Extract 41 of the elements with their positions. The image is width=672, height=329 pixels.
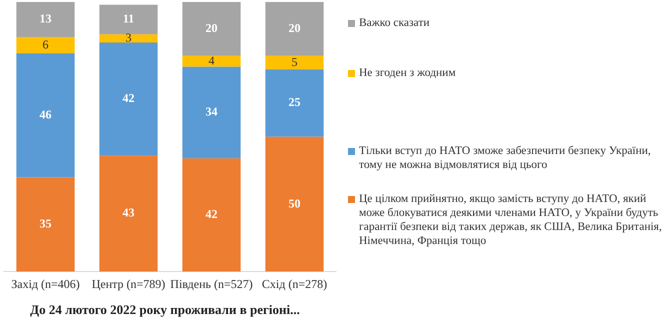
bar [265,69,324,137]
data-label: 11 [122,12,134,26]
bar [265,136,324,272]
bar [99,42,158,156]
bar [182,66,241,158]
bar [182,56,241,67]
data-label: 34 [206,104,218,119]
bar [99,156,158,272]
data-label: 25 [288,95,300,110]
data-label: 13 [40,12,52,26]
data-label: 5 [292,54,298,69]
data-label: 3 [126,30,132,45]
data-label: 20 [288,21,300,36]
bar [99,4,158,34]
x-tick-label: Південь (n=527) [170,276,253,291]
data-label: 20 [206,21,218,36]
bar [182,158,241,272]
bar [16,37,75,54]
legend-label: Це цілком прийнятно, якщо замість вступу до НАТО, який може блокуватися деякими членами НАТО, у України будуть гарантії безпеки від таких держав, як США, Велика Британія, Німеччина, Франція тощо [359,192,663,248]
bar [265,2,324,56]
bar [265,56,324,70]
bar [16,53,75,178]
data-label: 6 [42,37,48,52]
legend-label: Важко сказати [359,16,430,30]
x-tick-label: Захід (n=406) [11,276,80,291]
x-axis-title: До 24 лютого 2022 року проживали в регіоні... [29,302,301,318]
data-label: 46 [40,107,52,122]
data-label: 50 [288,196,300,210]
bar [16,177,75,272]
legend-label: Тільки вступ до НАТО зможе забезпечити безпеку України, тому не можна відмовлятися від цього [359,144,652,172]
data-label: 35 [40,216,52,231]
data-label: 42 [122,91,134,106]
x-tick-label: Центр (n=789) [92,276,166,291]
x-tick-label: Схід (n=278) [262,276,328,291]
data-label: 4 [208,53,214,68]
legend-label: Не згоден з жодним [359,66,456,80]
data-label: 43 [122,206,134,220]
bar [182,2,241,56]
data-label: 42 [206,207,218,222]
bar [99,34,158,42]
bar [16,2,75,38]
